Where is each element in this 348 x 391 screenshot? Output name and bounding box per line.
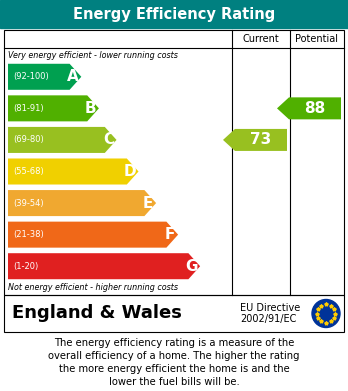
Text: (21-38): (21-38) <box>13 230 44 239</box>
Bar <box>4 295 344 332</box>
Text: G: G <box>186 259 198 274</box>
Polygon shape <box>8 64 81 90</box>
Polygon shape <box>8 158 139 185</box>
Polygon shape <box>8 190 156 216</box>
Bar <box>4 30 344 295</box>
Text: D: D <box>124 164 137 179</box>
Text: EU Directive
2002/91/EC: EU Directive 2002/91/EC <box>240 303 300 324</box>
Text: The energy efficiency rating is a measure of the
overall efficiency of a home. T: The energy efficiency rating is a measur… <box>48 338 300 387</box>
Text: (39-54): (39-54) <box>13 199 44 208</box>
Text: 73: 73 <box>250 133 272 147</box>
Circle shape <box>312 300 340 328</box>
Text: (1-20): (1-20) <box>13 262 38 271</box>
Text: Current: Current <box>243 34 279 44</box>
Text: (69-80): (69-80) <box>13 135 44 144</box>
Polygon shape <box>8 127 117 153</box>
Text: Very energy efficient - lower running costs: Very energy efficient - lower running co… <box>8 50 178 59</box>
Text: (81-91): (81-91) <box>13 104 44 113</box>
Polygon shape <box>8 222 178 248</box>
Text: (55-68): (55-68) <box>13 167 44 176</box>
Text: Energy Efficiency Rating: Energy Efficiency Rating <box>73 7 275 22</box>
Polygon shape <box>8 95 99 121</box>
Polygon shape <box>223 129 287 151</box>
Text: 88: 88 <box>304 101 326 116</box>
Text: C: C <box>103 133 114 147</box>
Text: F: F <box>165 227 175 242</box>
Polygon shape <box>8 253 200 279</box>
Text: Not energy efficient - higher running costs: Not energy efficient - higher running co… <box>8 283 178 292</box>
Text: E: E <box>143 196 153 211</box>
Text: England & Wales: England & Wales <box>12 305 182 323</box>
Text: B: B <box>85 101 96 116</box>
Bar <box>0 0 348 28</box>
Text: Potential: Potential <box>295 34 339 44</box>
Text: (92-100): (92-100) <box>13 72 49 81</box>
Text: A: A <box>67 69 79 84</box>
Polygon shape <box>277 97 341 119</box>
